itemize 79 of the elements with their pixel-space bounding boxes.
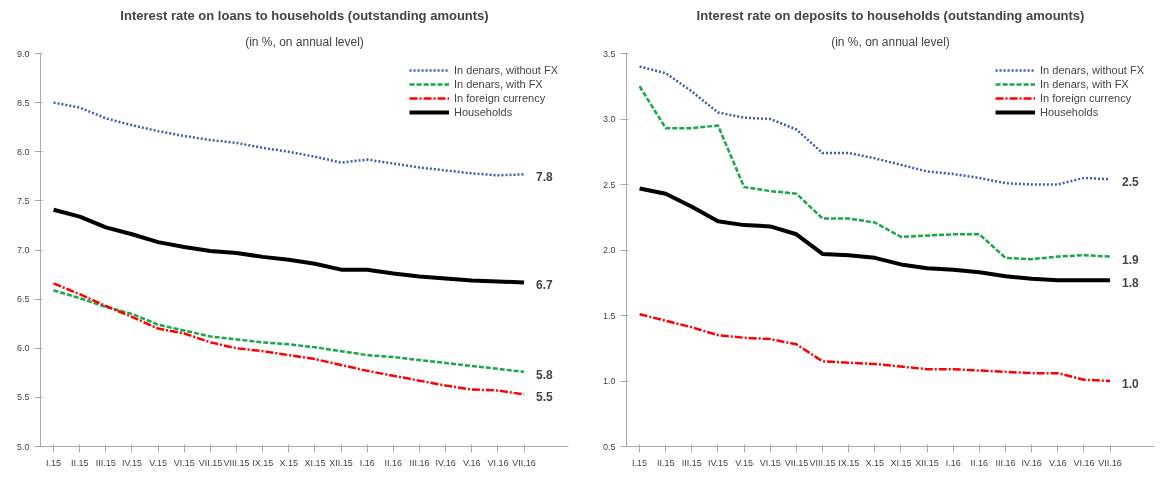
x-tick-label: I.15 bbox=[46, 457, 62, 468]
y-tick-label: 7.5 bbox=[16, 195, 30, 206]
x-tick-label: VI.16 bbox=[1073, 457, 1095, 468]
x-tick-label: V.16 bbox=[1048, 457, 1067, 468]
y-tick-label: 9.0 bbox=[16, 48, 30, 59]
annotation: 5.5 bbox=[536, 390, 554, 405]
x-tick-label: IV.15 bbox=[121, 457, 143, 468]
chart-title: Interest rate on deposits to households (outstanding amounts) bbox=[696, 7, 1085, 23]
annotation: 2.5 bbox=[1122, 175, 1140, 190]
y-tick-label: 6.5 bbox=[16, 294, 30, 305]
x-tick-label: IV.15 bbox=[707, 457, 729, 468]
legend-label: In denars, with FX bbox=[454, 77, 543, 91]
legend-label: In denars, with FX bbox=[1040, 77, 1129, 91]
line-series bbox=[52, 289, 526, 374]
y-tick-label: 7.0 bbox=[16, 245, 30, 255]
x-tick-label: X.15 bbox=[279, 457, 299, 468]
x-tick-label: VII.15 bbox=[784, 457, 809, 468]
x-tick-label: II.15 bbox=[656, 457, 675, 468]
y-tick-label: 0.5 bbox=[602, 441, 616, 452]
x-tick-label: II.15 bbox=[70, 457, 89, 468]
x-tick-label: VII.16 bbox=[512, 457, 536, 468]
x-tick-label: II.16 bbox=[970, 457, 989, 468]
legend-label: Households bbox=[1040, 105, 1099, 119]
x-tick-label: IV.16 bbox=[435, 457, 456, 468]
x-tick-label: V.16 bbox=[462, 457, 481, 468]
annotation: 5.8 bbox=[536, 367, 554, 382]
y-tick-label: 2.5 bbox=[602, 179, 616, 190]
x-tick-label: III.16 bbox=[995, 457, 1016, 468]
x-tick-label: V.15 bbox=[149, 457, 167, 468]
x-tick-label: VIII.15 bbox=[223, 457, 250, 468]
annotation: 7.8 bbox=[536, 170, 554, 185]
x-tick-label: VI.15 bbox=[759, 457, 781, 468]
x-tick-label: XI.15 bbox=[304, 457, 326, 468]
x-tick-label: II.16 bbox=[384, 457, 403, 468]
x-tick-label: XI.15 bbox=[890, 457, 912, 468]
line-series bbox=[51, 207, 527, 285]
y-tick-label: 8.0 bbox=[16, 146, 30, 157]
y-tick-label: 3.5 bbox=[602, 48, 616, 59]
x-tick-label: III.16 bbox=[409, 457, 430, 468]
annotation: 1.9 bbox=[1122, 252, 1140, 267]
x-tick-label: VI.15 bbox=[173, 457, 195, 468]
legend-label: In foreign currency bbox=[1040, 91, 1132, 105]
y-tick-label: 2.0 bbox=[602, 245, 616, 255]
line-series bbox=[637, 186, 1113, 283]
x-tick-label: I.16 bbox=[945, 457, 961, 468]
x-tick-label: IX.15 bbox=[252, 457, 274, 468]
x-tick-label: VIII.15 bbox=[809, 457, 836, 468]
y-tick-label: 5.0 bbox=[16, 441, 30, 452]
legend-label: Households bbox=[454, 105, 513, 119]
chart-title: Interest rate on loans to households (outstanding amounts) bbox=[120, 7, 489, 23]
chart-subtitle: (in %, on annual level) bbox=[831, 34, 950, 49]
x-tick-label: IV.16 bbox=[1021, 457, 1042, 468]
y-tick-label: 1.0 bbox=[602, 376, 616, 386]
legend-label: In denars, without FX bbox=[454, 63, 558, 77]
x-tick-label: VII.16 bbox=[1098, 457, 1122, 468]
line-series bbox=[638, 312, 1112, 383]
legend-label: In foreign currency bbox=[454, 91, 546, 105]
x-tick-label: I.15 bbox=[632, 457, 648, 468]
x-tick-label: X.15 bbox=[865, 457, 885, 468]
annotation: 6.7 bbox=[536, 278, 554, 293]
legend-label: In denars, without FX bbox=[1040, 63, 1144, 77]
line-series bbox=[52, 282, 526, 396]
y-tick-label: 3.0 bbox=[602, 114, 616, 124]
x-tick-label: I.16 bbox=[359, 457, 375, 468]
chart-subtitle: (in %, on annual level) bbox=[245, 34, 364, 49]
x-tick-label: V.15 bbox=[735, 457, 753, 468]
x-tick-label: III.15 bbox=[95, 457, 116, 468]
annotation: 1.0 bbox=[1122, 377, 1140, 391]
x-tick-label: VI.16 bbox=[487, 457, 509, 468]
x-tick-label: XII.15 bbox=[329, 457, 353, 468]
y-tick-label: 1.5 bbox=[602, 310, 616, 321]
y-tick-label: 5.5 bbox=[16, 392, 30, 403]
annotation: 1.8 bbox=[1122, 276, 1140, 291]
x-tick-label: IX.15 bbox=[838, 457, 860, 468]
y-tick-label: 8.5 bbox=[16, 97, 30, 108]
y-tick-label: 6.0 bbox=[16, 343, 30, 354]
x-tick-label: XII.15 bbox=[915, 457, 939, 468]
x-tick-label: III.15 bbox=[681, 457, 702, 468]
x-tick-label: VII.15 bbox=[198, 457, 223, 468]
